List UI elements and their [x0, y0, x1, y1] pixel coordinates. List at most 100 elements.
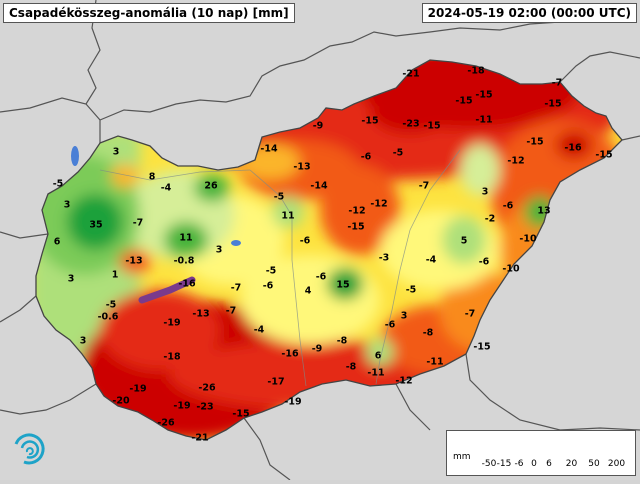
- anomaly-value-label: -7: [465, 309, 476, 320]
- anomaly-value-label: -17: [267, 377, 284, 388]
- anomaly-value-label: -4: [254, 325, 265, 336]
- anomaly-value-label: -3: [379, 253, 390, 264]
- anomaly-value-label: -9: [313, 121, 324, 132]
- legend-tick-label: -6: [514, 459, 524, 469]
- anomaly-value-label: -0.8: [174, 256, 195, 267]
- legend-tick-label: 20: [565, 459, 578, 469]
- map-title: Csapadékösszeg-anomália (10 nap) [mm]: [3, 3, 295, 23]
- anomaly-value-label: -19: [173, 401, 190, 412]
- anomaly-value-label: -7: [133, 218, 144, 229]
- anomaly-value-label: -15: [595, 150, 612, 161]
- anomaly-value-label: -19: [163, 318, 180, 329]
- anomaly-value-label: -14: [260, 144, 278, 155]
- anomaly-value-label: 15: [336, 280, 349, 291]
- anomaly-value-label: 35: [89, 220, 102, 231]
- anomaly-value-label: -23: [196, 402, 213, 413]
- anomaly-value-label: 5: [461, 236, 468, 247]
- anomaly-value-label: -26: [198, 383, 216, 394]
- anomaly-value-label: -4: [426, 255, 437, 266]
- anomaly-value-label: 3: [68, 274, 75, 285]
- anomaly-value-label: 8: [149, 172, 156, 183]
- anomaly-value-label: -26: [157, 418, 175, 429]
- anomaly-value-label: 6: [54, 237, 61, 248]
- anomaly-value-label: -8: [423, 328, 434, 339]
- map-timestamp: 2024-05-19 02:00 (00:00 UTC): [421, 3, 637, 23]
- anomaly-value-label: -18: [467, 66, 485, 77]
- anomaly-value-label: -21: [402, 69, 419, 80]
- anomaly-value-label: -4: [161, 183, 172, 194]
- anomaly-value-label: 3: [113, 147, 120, 158]
- high-anomaly-streak: [138, 276, 196, 304]
- anomaly-value-label: -6: [300, 236, 311, 247]
- anomaly-value-label: -5: [106, 300, 117, 311]
- anomaly-value-label: -21: [191, 433, 208, 444]
- anomaly-value-label: 3: [80, 336, 87, 347]
- anomaly-value-label: -5: [393, 148, 404, 159]
- anomaly-value-label: 13: [537, 206, 550, 217]
- anomaly-value-label: -10: [502, 264, 520, 275]
- anomaly-value-label: -7: [419, 181, 430, 192]
- anomaly-value-label: -7: [226, 306, 237, 317]
- anomaly-value-label: -16: [178, 279, 196, 290]
- lake-ferto: [71, 146, 79, 166]
- anomaly-value-label: -12: [507, 156, 524, 167]
- anomaly-value-label: -13: [293, 162, 310, 173]
- anomaly-value-label: -15: [455, 96, 472, 107]
- anomaly-value-label: -19: [129, 384, 146, 395]
- legend-tick-label: 6: [546, 459, 552, 469]
- anomaly-value-label: -6: [263, 281, 274, 292]
- anomaly-value-label: -5: [406, 285, 417, 296]
- anomaly-value-label: -15: [473, 342, 490, 353]
- anomaly-value-label: 3: [64, 200, 71, 211]
- anomaly-value-label: -14: [310, 181, 328, 192]
- anomaly-value-label: -16: [281, 349, 299, 360]
- anomaly-value-label: -10: [519, 234, 537, 245]
- legend-tick-label: -50: [481, 459, 497, 469]
- anomaly-value-label: -7: [231, 283, 242, 294]
- anomaly-value-label: -6: [316, 272, 327, 283]
- anomaly-value-label: -6: [385, 320, 396, 331]
- anomaly-value-label: -2: [485, 214, 496, 225]
- legend-ticks: -50 -15 -6 0 6 20 50 200: [447, 459, 635, 473]
- anomaly-value-label: -9: [312, 344, 323, 355]
- legend-tick-label: 200: [607, 459, 626, 469]
- anomaly-value-label: -12: [370, 199, 387, 210]
- anomaly-value-label: 4: [305, 286, 312, 297]
- anomaly-value-label: -15: [423, 121, 440, 132]
- anomaly-value-label: -15: [475, 90, 492, 101]
- legend-tick-label: 0: [531, 459, 537, 469]
- anomaly-value-label: -5: [274, 192, 285, 203]
- anomaly-value-label: -16: [564, 143, 582, 154]
- anomaly-value-label: -11: [426, 357, 443, 368]
- anomaly-value-label: 6: [375, 351, 382, 362]
- rivers: [99, 149, 461, 387]
- anomaly-value-label: -7: [552, 78, 563, 89]
- anomaly-value-label: -6: [479, 257, 490, 268]
- anomaly-value-label: -0.6: [98, 312, 119, 323]
- anomaly-value-label: -8: [337, 336, 348, 347]
- anomaly-value-label: -15: [544, 99, 561, 110]
- anomaly-value-label: 11: [281, 211, 294, 222]
- anomaly-value-label: -20: [112, 396, 130, 407]
- anomaly-value-label: 3: [482, 187, 489, 198]
- legend: mm -50 -15 -6 0 6 20 50 200: [446, 430, 636, 476]
- anomaly-value-label: -6: [361, 152, 372, 163]
- anomaly-value-label: -11: [475, 115, 492, 126]
- legend-tick-label: 50: [588, 459, 600, 469]
- omsz-logo-icon: [14, 433, 45, 465]
- anomaly-value-label: -15: [347, 222, 364, 233]
- lake-velence: [231, 240, 241, 246]
- anomaly-value-label: -13: [125, 256, 142, 267]
- anomaly-value-label: -15: [232, 409, 249, 420]
- anomaly-value-label: -15: [361, 116, 378, 127]
- anomaly-value-label: -13: [192, 309, 209, 320]
- anomaly-value-label: 3: [216, 245, 223, 256]
- anomaly-value-label: -12: [348, 206, 365, 217]
- anomaly-value-label: -5: [266, 266, 277, 277]
- anomaly-value-label: -19: [284, 397, 301, 408]
- anomaly-value-label: -8: [346, 362, 357, 373]
